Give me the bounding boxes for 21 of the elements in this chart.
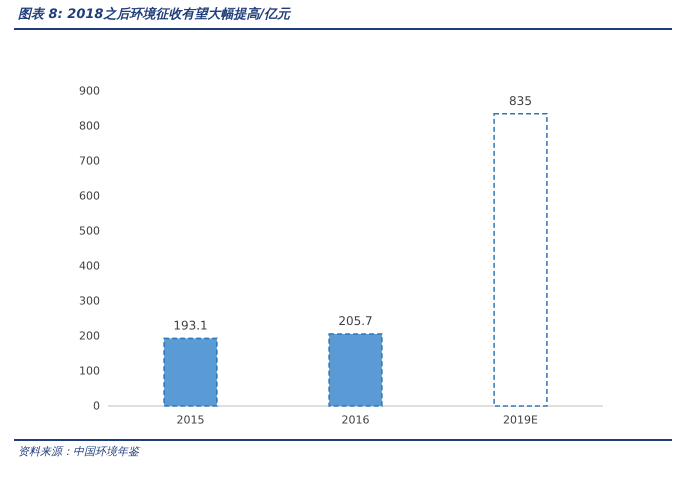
y-tick-label: 400 <box>79 260 100 273</box>
text: 资料来源：中国环境年鉴 <box>18 445 141 458</box>
x-tick-label: 2019E <box>503 413 538 426</box>
data-label: 193.1 <box>173 318 208 332</box>
x-tick-label: 2016 <box>342 413 370 426</box>
y-tick-label: 200 <box>79 330 100 343</box>
data-label: 205.7 <box>338 314 373 328</box>
y-tick-label: 0 <box>93 400 100 413</box>
y-tick-label: 900 <box>79 84 100 98</box>
y-tick-label: 800 <box>79 120 100 133</box>
y-tick-label: 500 <box>79 224 100 238</box>
data-label: 835 <box>509 94 532 108</box>
bar <box>328 333 383 407</box>
bar <box>493 113 548 407</box>
x-tick-label: 2015 <box>176 413 204 426</box>
y-tick-label: 300 <box>79 294 100 308</box>
y-tick-label: 100 <box>79 364 100 378</box>
y-tick-label: 700 <box>79 154 100 168</box>
chart-title: 图表 8: 2018之后环境征收有望大幅提高/亿元 <box>18 6 292 22</box>
bar <box>163 338 218 407</box>
y-tick-label: 600 <box>79 190 100 203</box>
